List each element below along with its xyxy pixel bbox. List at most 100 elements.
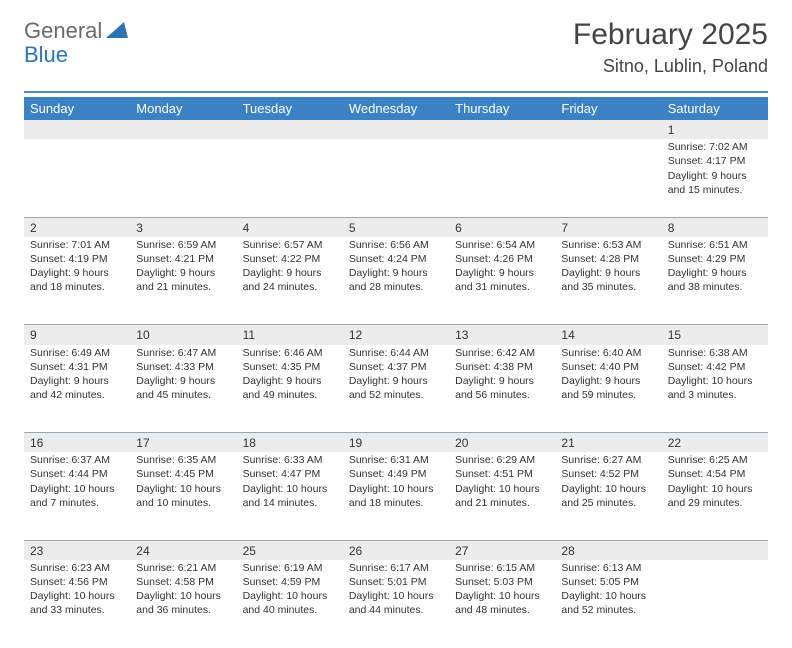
- sunrise-text: Sunrise: 6:56 AM: [349, 238, 443, 252]
- day-number-cell: 9: [24, 325, 130, 345]
- sunrise-text: Sunrise: 6:29 AM: [455, 453, 549, 467]
- weekday-header-row: Sunday Monday Tuesday Wednesday Thursday…: [24, 97, 768, 120]
- daylight-text-1: Daylight: 10 hours: [243, 589, 337, 603]
- day-number-cell: 19: [343, 433, 449, 453]
- daylight-text-1: Daylight: 9 hours: [30, 374, 124, 388]
- day-detail-cell: Sunrise: 6:38 AMSunset: 4:42 PMDaylight:…: [662, 345, 768, 433]
- day-number-cell: 22: [662, 433, 768, 453]
- daylight-text-2: and 14 minutes.: [243, 496, 337, 510]
- day-number-cell: [662, 540, 768, 560]
- sunrise-text: Sunrise: 6:19 AM: [243, 561, 337, 575]
- sunset-text: Sunset: 4:42 PM: [668, 360, 762, 374]
- daylight-text-2: and 3 minutes.: [668, 388, 762, 402]
- day-number-cell: 14: [555, 325, 661, 345]
- sunset-text: Sunset: 4:24 PM: [349, 252, 443, 266]
- sunrise-text: Sunrise: 6:59 AM: [136, 238, 230, 252]
- col-friday: Friday: [555, 97, 661, 120]
- sunset-text: Sunset: 4:29 PM: [668, 252, 762, 266]
- day-number-cell: 7: [555, 217, 661, 237]
- sunrise-text: Sunrise: 7:01 AM: [30, 238, 124, 252]
- daylight-text-2: and 7 minutes.: [30, 496, 124, 510]
- page-title: February 2025: [573, 18, 768, 52]
- day-detail-cell: Sunrise: 6:37 AMSunset: 4:44 PMDaylight:…: [24, 452, 130, 540]
- daynum-row: 2345678: [24, 217, 768, 237]
- day-number-cell: [237, 120, 343, 139]
- daylight-text-1: Daylight: 10 hours: [349, 589, 443, 603]
- daylight-text-1: Daylight: 10 hours: [455, 482, 549, 496]
- sunrise-text: Sunrise: 6:47 AM: [136, 346, 230, 360]
- day-detail-cell: [662, 560, 768, 648]
- daylight-text-1: Daylight: 10 hours: [455, 589, 549, 603]
- sunrise-text: Sunrise: 6:15 AM: [455, 561, 549, 575]
- daylight-text-1: Daylight: 9 hours: [455, 374, 549, 388]
- logo-triangle-icon: [106, 20, 128, 43]
- sunrise-text: Sunrise: 6:33 AM: [243, 453, 337, 467]
- logo: General: [24, 18, 130, 44]
- col-saturday: Saturday: [662, 97, 768, 120]
- sunrise-text: Sunrise: 6:31 AM: [349, 453, 443, 467]
- day-detail-cell: Sunrise: 6:59 AMSunset: 4:21 PMDaylight:…: [130, 237, 236, 325]
- day-number-cell: [24, 120, 130, 139]
- daylight-text-1: Daylight: 9 hours: [136, 266, 230, 280]
- day-detail-cell: Sunrise: 6:21 AMSunset: 4:58 PMDaylight:…: [130, 560, 236, 648]
- day-detail-cell: Sunrise: 6:33 AMSunset: 4:47 PMDaylight:…: [237, 452, 343, 540]
- sunrise-text: Sunrise: 6:38 AM: [668, 346, 762, 360]
- daylight-text-1: Daylight: 9 hours: [668, 266, 762, 280]
- day-number-cell: [343, 120, 449, 139]
- day-number-cell: 12: [343, 325, 449, 345]
- day-number-cell: 25: [237, 540, 343, 560]
- day-detail-cell: Sunrise: 6:57 AMSunset: 4:22 PMDaylight:…: [237, 237, 343, 325]
- day-number-cell: 15: [662, 325, 768, 345]
- sunrise-text: Sunrise: 6:44 AM: [349, 346, 443, 360]
- daylight-text-1: Daylight: 10 hours: [30, 589, 124, 603]
- day-detail-cell: [449, 139, 555, 217]
- daylight-text-2: and 21 minutes.: [136, 280, 230, 294]
- day-number-cell: 11: [237, 325, 343, 345]
- daylight-text-2: and 52 minutes.: [349, 388, 443, 402]
- daylight-text-2: and 59 minutes.: [561, 388, 655, 402]
- day-detail-cell: [24, 139, 130, 217]
- sunset-text: Sunset: 4:58 PM: [136, 575, 230, 589]
- daylight-text-2: and 28 minutes.: [349, 280, 443, 294]
- sunset-text: Sunset: 4:54 PM: [668, 467, 762, 481]
- col-tuesday: Tuesday: [237, 97, 343, 120]
- sunrise-text: Sunrise: 6:53 AM: [561, 238, 655, 252]
- sunrise-text: Sunrise: 6:25 AM: [668, 453, 762, 467]
- sunset-text: Sunset: 4:37 PM: [349, 360, 443, 374]
- sunset-text: Sunset: 4:21 PM: [136, 252, 230, 266]
- daylight-text-2: and 15 minutes.: [668, 183, 762, 197]
- sunset-text: Sunset: 4:49 PM: [349, 467, 443, 481]
- sunset-text: Sunset: 4:47 PM: [243, 467, 337, 481]
- daylight-text-1: Daylight: 10 hours: [668, 482, 762, 496]
- sunset-text: Sunset: 4:59 PM: [243, 575, 337, 589]
- day-number-cell: 2: [24, 217, 130, 237]
- day-detail-cell: Sunrise: 6:13 AMSunset: 5:05 PMDaylight:…: [555, 560, 661, 648]
- day-detail-cell: Sunrise: 6:35 AMSunset: 4:45 PMDaylight:…: [130, 452, 236, 540]
- daylight-text-2: and 10 minutes.: [136, 496, 230, 510]
- calendar-table: Sunday Monday Tuesday Wednesday Thursday…: [24, 97, 768, 648]
- day-detail-cell: Sunrise: 6:44 AMSunset: 4:37 PMDaylight:…: [343, 345, 449, 433]
- col-monday: Monday: [130, 97, 236, 120]
- sunrise-text: Sunrise: 6:27 AM: [561, 453, 655, 467]
- day-detail-cell: Sunrise: 6:23 AMSunset: 4:56 PMDaylight:…: [24, 560, 130, 648]
- day-number-cell: [130, 120, 236, 139]
- location-subtitle: Sitno, Lublin, Poland: [573, 56, 768, 77]
- daylight-text-2: and 25 minutes.: [561, 496, 655, 510]
- sunset-text: Sunset: 5:03 PM: [455, 575, 549, 589]
- day-number-cell: 13: [449, 325, 555, 345]
- daynum-row: 16171819202122: [24, 433, 768, 453]
- daylight-text-2: and 45 minutes.: [136, 388, 230, 402]
- day-detail-cell: Sunrise: 6:53 AMSunset: 4:28 PMDaylight:…: [555, 237, 661, 325]
- day-number-cell: [555, 120, 661, 139]
- daylight-text-1: Daylight: 10 hours: [668, 374, 762, 388]
- sunset-text: Sunset: 4:52 PM: [561, 467, 655, 481]
- daylight-text-1: Daylight: 10 hours: [349, 482, 443, 496]
- header-rule: [24, 91, 768, 93]
- daylight-text-2: and 29 minutes.: [668, 496, 762, 510]
- sunset-text: Sunset: 4:44 PM: [30, 467, 124, 481]
- day-number-cell: 5: [343, 217, 449, 237]
- daylight-text-2: and 35 minutes.: [561, 280, 655, 294]
- col-sunday: Sunday: [24, 97, 130, 120]
- daylight-text-1: Daylight: 9 hours: [455, 266, 549, 280]
- sunrise-text: Sunrise: 6:57 AM: [243, 238, 337, 252]
